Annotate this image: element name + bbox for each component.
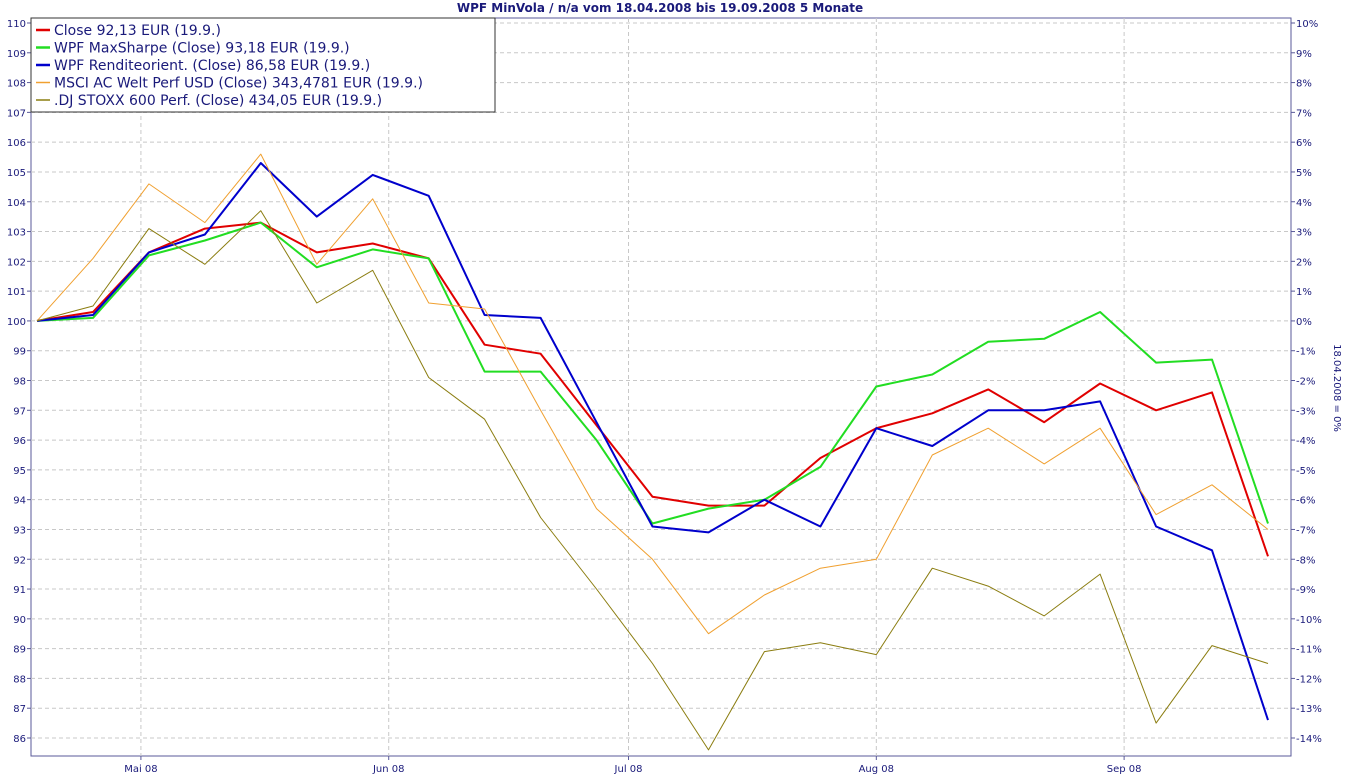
y-tick-label-left: 88 [13,674,26,685]
series-line-1 [36,221,1269,557]
y-tick-label-right: -11% [1296,645,1322,656]
y-tick-label-left: 109 [7,49,26,60]
y-tick-label-left: 87 [13,704,26,715]
x-tick-label: Jul 08 [614,764,643,775]
series-line-3 [36,162,1269,721]
y-axis-left: 86 87 88 89 90 91 92 93 94 95 96 97 98 99 100 101 102 103… [7,19,31,745]
y-tick-label-left: 108 [7,79,26,90]
y-tick-label-left: 110 [7,19,26,30]
plot-area [30,17,1292,757]
y-tick-label-left: 91 [13,585,26,596]
legend-label-4: MSCI AC Welt Perf USD (Close) 343,4781 E… [54,76,423,92]
y-tick-label-left: 98 [13,377,26,388]
legend-label-1: Close 92,13 EUR (19.9.) [54,23,221,39]
y-tick-label-left: 100 [7,317,26,328]
y-tick-label-right: 5% [1296,168,1312,179]
y-axis-right: -14% -13% -12% -11% -10% -9% -8% -7% -6% -5% -4% -3… [1291,19,1322,745]
y-tick-label-right: -9% [1296,585,1315,596]
x-tick-label: Sep 08 [1107,764,1142,775]
series-layer [36,153,1269,751]
y-tick-label-left: 103 [7,228,26,239]
y-tick-label-left: 105 [7,168,26,179]
y-tick-label-left: 86 [13,734,26,745]
y-tick-label-right: -6% [1296,496,1315,507]
y-tick-label-left: 96 [13,436,26,447]
y-tick-label-right: 0% [1296,317,1312,328]
series-line-4 [36,153,1269,635]
y-tick-label-right: 3% [1296,228,1312,239]
y-tick-label-left: 102 [7,257,26,268]
legend-label-3: WPF Renditeorient. (Close) 86,58 EUR (19… [54,58,370,74]
y-tick-label-right: 4% [1296,198,1312,209]
y-tick-label-right: -14% [1296,734,1322,745]
y-tick-label-right: 8% [1296,79,1312,90]
y-tick-label-right: -4% [1296,436,1315,447]
y-tick-label-right: 6% [1296,138,1312,149]
y-tick-label-left: 92 [13,555,26,566]
y-tick-label-right: -2% [1296,377,1315,388]
y-tick-label-right: -5% [1296,466,1315,477]
y-tick-label-right: -1% [1296,347,1315,358]
y-tick-label-right: -10% [1296,615,1322,626]
y-tick-label-right: -12% [1296,674,1322,685]
legend-label-5: .DJ STOXX 600 Perf. (Close) 434,05 EUR (… [54,93,382,109]
y-tick-label-left: 90 [13,615,26,626]
x-tick-label: Jun 08 [372,764,405,775]
y-tick-label-left: 95 [13,466,26,477]
y-tick-label-right: -13% [1296,704,1322,715]
right-axis-label: 18.04.2008 = 0% [1331,344,1342,432]
y-tick-label-right: 1% [1296,287,1312,298]
x-axis: Mai 08 Jun 08 Jul 08 Aug 08 Sep 08 [124,756,1141,775]
x-tick-label: Aug 08 [859,764,894,775]
legend: Close 92,13 EUR (19.9.) WPF MaxSharpe (Cl… [30,17,496,113]
x-tick-label: Mai 08 [124,764,157,775]
y-tick-label-right: 7% [1296,108,1312,119]
y-tick-label-right: 10% [1296,19,1318,30]
y-tick-label-right: -3% [1296,406,1315,417]
legend-box [30,17,496,113]
y-tick-label-left: 93 [13,525,26,536]
y-tick-label-left: 106 [7,138,26,149]
grid-layer [31,18,1291,756]
legend-label-2: WPF MaxSharpe (Close) 93,18 EUR (19.9.) [54,41,350,57]
y-tick-label-left: 89 [13,645,26,656]
y-tick-label-right: -7% [1296,525,1315,536]
y-tick-label-left: 101 [7,287,26,298]
y-tick-label-left: 94 [13,496,26,507]
y-tick-label-left: 99 [13,347,26,358]
y-tick-label-left: 104 [7,198,26,209]
y-tick-label-right: -8% [1296,555,1315,566]
y-tick-label-left: 107 [7,108,26,119]
y-tick-label-right: 9% [1296,49,1312,60]
series-line-5 [36,210,1269,751]
y-tick-label-left: 97 [13,406,26,417]
chart-title: WPF MinVola / n/a vom 18.04.2008 bis 19.… [457,1,863,15]
y-tick-label-right: 2% [1296,257,1312,268]
